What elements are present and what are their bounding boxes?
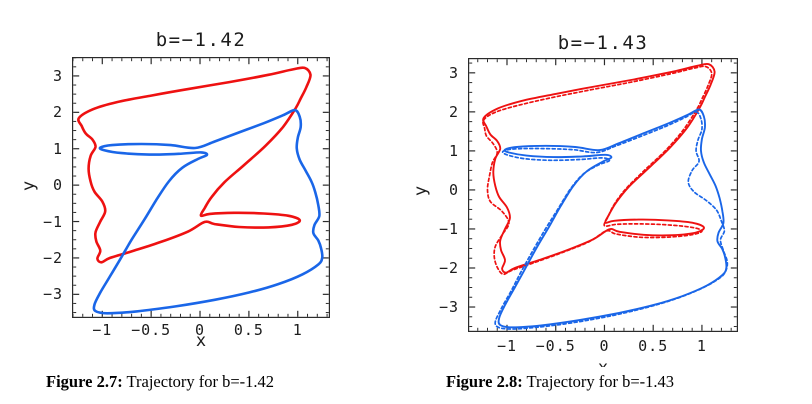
y-tick-label: −3 (438, 298, 459, 317)
plot-frame (468, 58, 738, 332)
x-tick-label: −0.5 (535, 337, 576, 355)
figure-caption: Figure 2.7: Trajectory for b=-1.42 (46, 372, 274, 392)
x-tick-label: 0.5 (233, 321, 264, 339)
y-tick-label: 0 (52, 176, 63, 195)
y-tick-label: 2 (448, 102, 459, 121)
x-tick-label: 0 (599, 337, 610, 355)
y-tick-label: −1 (42, 212, 63, 231)
x-tick-label: 0.5 (638, 337, 669, 355)
blue-limit-cycle (92, 108, 324, 315)
x-tick-label: 1 (696, 337, 707, 355)
figure-caption-text: Trajectory for b=-1.43 (522, 372, 675, 391)
x-tick-label: −0.5 (131, 321, 172, 339)
y-tick-label: 3 (448, 63, 459, 82)
blue-period2-strand-a (497, 108, 728, 329)
y-axis-label: y (19, 180, 40, 192)
y-tick-label: −3 (42, 285, 63, 304)
y-tick-label: 2 (52, 103, 63, 122)
x-tick-label: 0 (195, 321, 206, 339)
plot-frame (72, 57, 330, 318)
y-tick-label: −2 (438, 258, 459, 277)
plot-title: b=−1.42 (155, 29, 247, 51)
red-period2-strand-b (482, 65, 713, 276)
y-tick-label: 0 (448, 180, 459, 199)
trajectory-plot-b-1.43 (468, 58, 738, 332)
x-axis-label: x (195, 331, 207, 351)
x-tick-label: −1 (92, 321, 113, 339)
trajectory-plot-b-1.42 (72, 57, 330, 318)
y-tick-label: 1 (448, 141, 459, 160)
y-axis-label: y (411, 185, 432, 197)
x-axis-label-clipped: x (468, 358, 738, 367)
y-tick-label: 1 (52, 139, 63, 158)
x-tick-label: −1 (496, 337, 518, 355)
x-tick-label: 1 (292, 321, 303, 339)
red-period2-strand-a (482, 62, 716, 274)
figure-caption-label: Figure 2.7: (46, 372, 123, 391)
figure-caption: Figure 2.8: Trajectory for b=-1.43 (446, 372, 674, 392)
red-limit-cycle (77, 66, 312, 264)
blue-period2-strand-b (494, 111, 729, 330)
plot-title: b=−1.43 (557, 32, 649, 54)
y-tick-label: −2 (42, 248, 63, 267)
y-tick-label: −1 (438, 219, 459, 238)
figure-caption-label: Figure 2.8: (446, 372, 523, 391)
figure-caption-text: Trajectory for b=-1.42 (122, 372, 275, 391)
y-tick-label: 3 (52, 66, 63, 85)
